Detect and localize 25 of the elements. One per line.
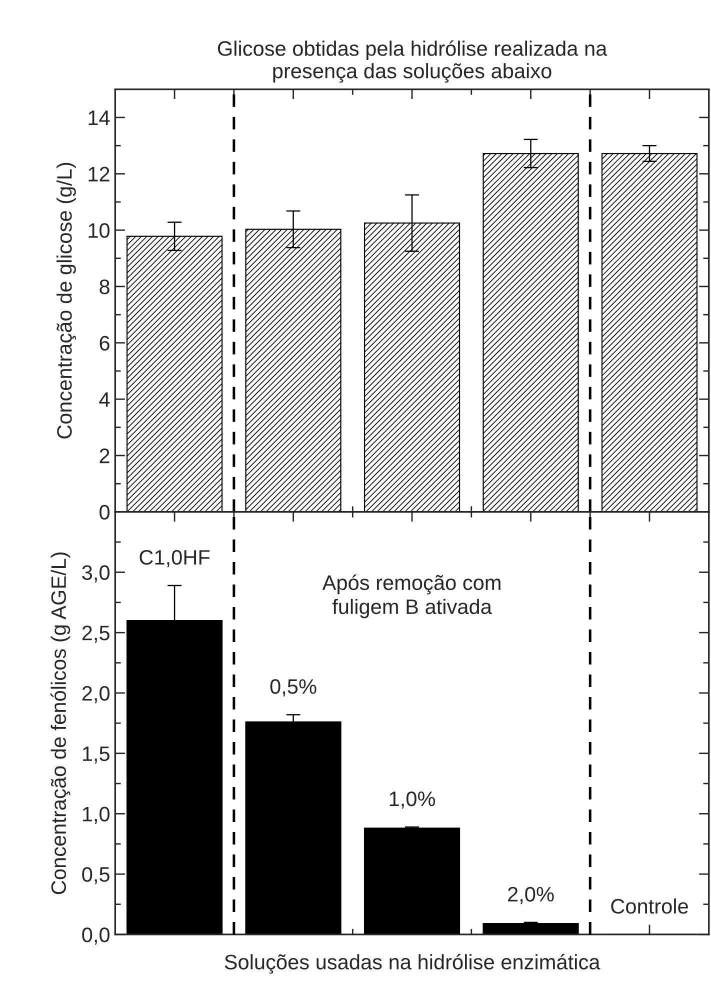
y-tick-label: 12 bbox=[88, 166, 110, 182]
annotation: 2,0% bbox=[508, 886, 554, 904]
y-tick-label: 10 bbox=[88, 223, 110, 238]
y-axis-title: Concentração de fenólicos (g AGE/L) bbox=[50, 552, 70, 894]
y-tick-label: 6 bbox=[100, 336, 110, 351]
y-tick-label: 0,0 bbox=[82, 927, 110, 945]
y-tick-label: 2 bbox=[100, 448, 110, 464]
y-tick-label: 2,5 bbox=[82, 626, 110, 643]
y-tick-label: 0,5 bbox=[82, 867, 110, 884]
y-tick-label: 1,5 bbox=[82, 746, 110, 764]
annotation: C1,0HF bbox=[140, 550, 210, 568]
y-tick-label: 4 bbox=[99, 392, 110, 407]
y-tick-label: 3,0 bbox=[82, 565, 110, 582]
y-tick-label: 0 bbox=[100, 504, 110, 520]
x-axis-title: Soluções usadas na hidrólise enzimática bbox=[224, 954, 600, 974]
chart-title: Glicose obtidas pela hidrólise realizada na presença das soluções abaixo bbox=[218, 40, 608, 83]
annotation: Controle bbox=[611, 898, 688, 914]
y-tick-label: 8 bbox=[100, 279, 110, 294]
y-tick-label: 2,0 bbox=[82, 686, 110, 704]
y-axis-title: Concentração de glicose (g/L) bbox=[56, 162, 76, 438]
annotation: 0,5% bbox=[270, 679, 316, 696]
y-tick-label: 1,0 bbox=[82, 806, 110, 824]
annotation: Após remoção com fuligem B ativada bbox=[322, 574, 500, 618]
annotation: 1,0% bbox=[390, 791, 436, 809]
y-tick-label: 14 bbox=[88, 110, 110, 125]
